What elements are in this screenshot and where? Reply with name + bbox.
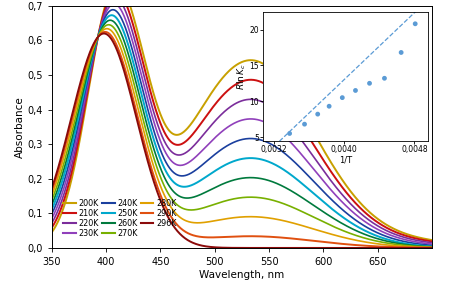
Legend: 200K, 210K, 220K, 230K, 240K, 250K, 260K, 270K, 280K, 290K, 296K: 200K, 210K, 220K, 230K, 240K, 250K, 260K… (59, 195, 180, 242)
X-axis label: Wavelength, nm: Wavelength, nm (199, 270, 284, 280)
Point (412, 21, 419, 26)
Point (339, 95, 346, 100)
Point (301, 122, 308, 126)
Y-axis label: $R\ln K_c$: $R\ln K_c$ (235, 63, 248, 90)
Y-axis label: Absorbance: Absorbance (14, 96, 24, 158)
Point (314, 112, 321, 117)
Point (366, 81, 373, 86)
Point (325, 104, 333, 108)
Point (381, 76, 388, 81)
Point (286, 131, 293, 136)
X-axis label: 1/T: 1/T (339, 155, 352, 164)
Point (352, 88, 359, 93)
Point (397, 50, 405, 55)
